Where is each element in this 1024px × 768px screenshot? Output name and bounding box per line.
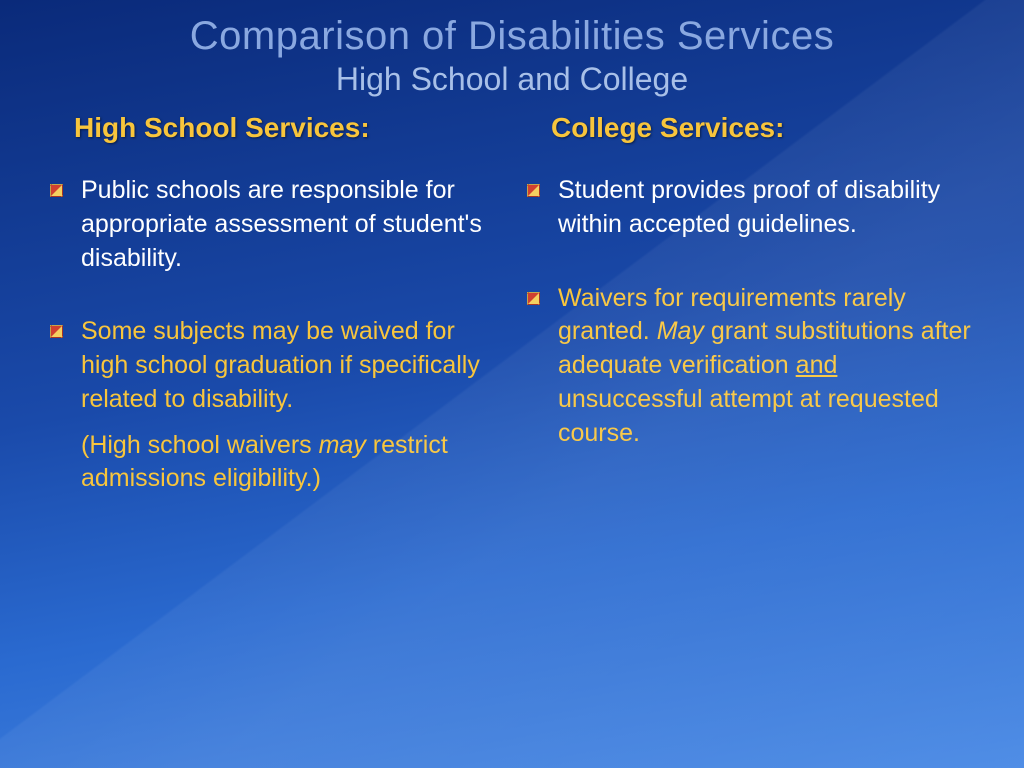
note-prefix: (High school waivers [81, 431, 319, 459]
list-item-text: Some subjects may be waived for high sch… [81, 315, 497, 416]
item2-underline: and [796, 351, 838, 379]
page-title: Comparison of Disabilities Services [0, 14, 1024, 59]
left-column: High School Services: Public schools are… [50, 112, 497, 496]
bullet-icon [50, 184, 63, 197]
item2-suffix: unsuccessful attempt at requested course… [558, 385, 939, 447]
right-column: College Services: Student provides proof… [527, 112, 974, 496]
bullet-icon [527, 292, 540, 305]
list-item: Some subjects may be waived for high sch… [50, 315, 497, 416]
bullet-icon [50, 325, 63, 338]
list-item-text: Public schools are responsible for appro… [81, 174, 497, 275]
two-column-layout: High School Services: Public schools are… [0, 98, 1024, 496]
bullet-icon [527, 184, 540, 197]
list-item-text: Student provides proof of disability wit… [558, 174, 974, 242]
left-column-header: High School Services: [50, 112, 497, 144]
note-italic: may [319, 431, 366, 459]
title-block: Comparison of Disabilities Services High… [0, 0, 1024, 98]
page-subtitle: High School and College [0, 61, 1024, 98]
list-item: Public schools are responsible for appro… [50, 174, 497, 275]
list-item-text: Waivers for requirements rarely granted.… [558, 282, 974, 451]
item2-italic: May [657, 317, 704, 345]
right-column-header: College Services: [527, 112, 974, 144]
right-list: Student provides proof of disability wit… [527, 174, 974, 450]
left-note: (High school waivers may restrict admiss… [50, 429, 497, 497]
list-item: Waivers for requirements rarely granted.… [527, 282, 974, 451]
list-item: Student provides proof of disability wit… [527, 174, 974, 242]
left-list: Public schools are responsible for appro… [50, 174, 497, 417]
